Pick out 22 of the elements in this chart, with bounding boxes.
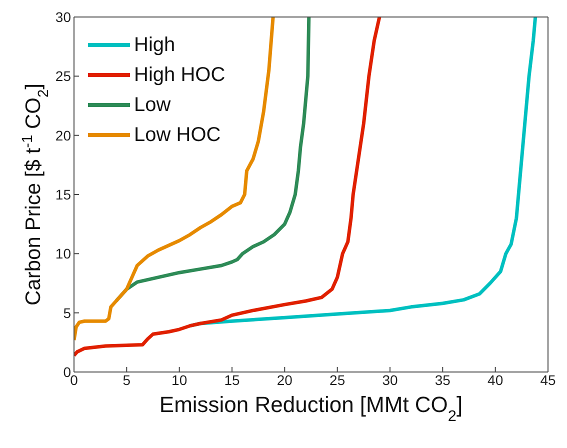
line-series [74, 17, 382, 358]
x-tick-label: 15 [224, 372, 240, 388]
x-tick-label: 30 [382, 372, 398, 388]
legend-label: Low [134, 94, 171, 116]
x-tick-label: 10 [172, 372, 188, 388]
x-tick-label: 35 [434, 372, 451, 388]
x-axis-title: Emission Reduction [MMt CO$_{2}$] [159, 392, 463, 424]
x-tick-label: 25 [330, 372, 346, 388]
legend-label: High [134, 34, 176, 56]
y-tick-label: 25 [55, 68, 72, 84]
x-tick-label: 40 [488, 372, 504, 388]
x-tick-label: 45 [540, 372, 556, 388]
y-tick-label: 20 [55, 127, 72, 144]
y-tick-label: 10 [55, 246, 72, 262]
y-tick-label: 30 [55, 8, 72, 25]
line-series [74, 17, 275, 342]
y-tick-label: 5 [63, 304, 72, 321]
x-tick-label: 20 [276, 372, 293, 388]
legend-label: Low HOC [134, 124, 221, 146]
legend-label: High HOC [134, 64, 226, 86]
x-tick-label: 5 [122, 372, 131, 388]
y-tick-label: 15 [55, 186, 72, 202]
